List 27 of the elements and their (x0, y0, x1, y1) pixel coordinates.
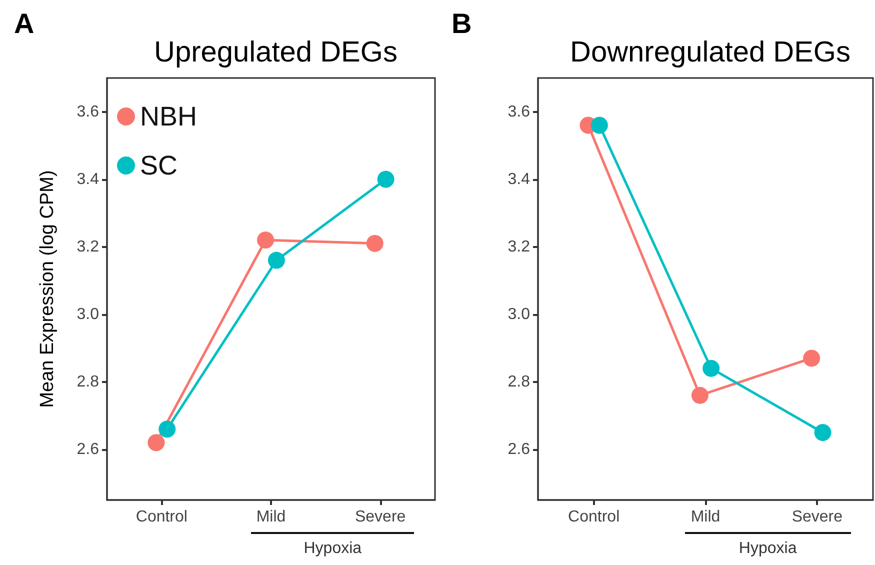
y-tick-label: 3.6 (76, 103, 100, 120)
text: B (452, 8, 472, 40)
x-tick-label: Mild (690, 508, 720, 526)
y-tick-label: 3.2 (507, 238, 530, 256)
x-tick-label: Control (568, 508, 620, 526)
y-axis-title: Mean Expression (log CPM) (37, 170, 58, 408)
x-tick-label: Control (136, 508, 188, 526)
chart-title: Downregulated DEGs (570, 36, 850, 68)
y-tick-label: 2.6 (507, 440, 530, 458)
text: Hypoxia (738, 540, 798, 558)
y-tick-label: 3.0 (507, 306, 530, 323)
x-tick-label: Mild (256, 508, 286, 526)
y-tick-label: 2.8 (76, 373, 100, 390)
y-tick-label: 3.4 (507, 170, 530, 188)
chart-title: Upregulated DEGs (154, 36, 398, 68)
x-tick-label: Severe (354, 508, 406, 526)
x-tick-label: Severe (791, 508, 842, 526)
y-tick-label: 2.8 (507, 373, 530, 390)
legend-label: NBH (140, 102, 198, 132)
text: A (14, 8, 34, 40)
y-tick-label: 2.6 (76, 440, 100, 458)
legend-label: SC (140, 150, 178, 180)
text: Hypoxia (302, 540, 363, 558)
y-tick-label: 3.6 (507, 103, 530, 120)
y-tick-label: 3.4 (76, 170, 100, 188)
y-tick-label: 3.0 (76, 306, 100, 323)
y-tick-label: 3.2 (76, 238, 100, 256)
